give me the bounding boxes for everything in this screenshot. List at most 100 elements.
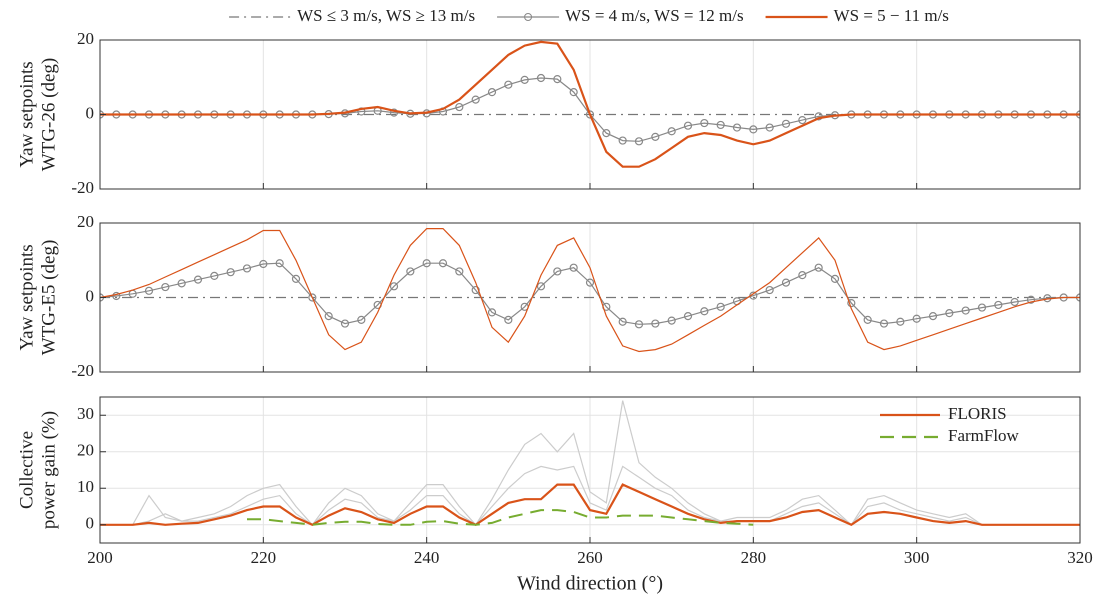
series-marker [585,278,595,287]
series-marker [487,88,497,97]
legend-label: FLORIS [948,404,1007,423]
x-tick-label: 320 [1067,548,1093,567]
series-marker [683,312,693,321]
series-marker [455,102,464,112]
series-marker [765,285,774,295]
series-marker [504,80,513,89]
legend-label: FarmFlow [948,426,1020,445]
y-axis-label: WTG-E5 (deg) [38,240,59,356]
series-marker [765,123,774,132]
series-marker [1026,295,1036,304]
series-marker [340,319,350,328]
series-line [100,262,1080,325]
series-marker [536,73,546,83]
series-marker [389,282,399,291]
series-marker [716,120,725,130]
panel [100,397,1080,543]
series-line [100,465,1080,526]
series-marker [700,307,709,316]
series-marker [651,132,660,141]
series-marker [781,278,791,287]
y-axis-label: power gain (%) [38,411,59,529]
series-marker [651,319,660,328]
series-marker [732,123,742,132]
y-tick-label: 10 [77,477,94,496]
series-marker [961,306,970,315]
series-line [100,400,1080,526]
y-tick-label: 30 [77,404,94,423]
x-axis-label: Wind direction (°) [517,573,663,595]
x-tick-label: 200 [87,548,113,567]
series-marker [210,271,219,280]
series-marker [798,115,807,125]
axes-frame [99,222,1081,373]
series-marker [422,259,431,268]
series-marker [749,125,758,134]
series-marker [357,315,366,324]
series-marker [830,274,840,283]
series-marker [389,108,399,117]
series-marker [406,267,415,276]
series-marker [912,314,921,323]
y-tick-label: -20 [71,361,94,380]
series-marker [536,282,546,291]
series-marker [667,316,676,325]
series-marker [863,315,872,324]
legend-label: WS = 4 m/s, WS = 12 m/s [565,6,744,25]
legend-marker [524,13,533,21]
series-marker [798,271,807,280]
y-axis-label: Yaw setpoints [16,61,37,167]
series-marker [553,267,562,276]
x-tick-label: 240 [414,548,440,567]
series-marker [585,110,595,119]
series-marker [275,259,284,268]
axes-frame [99,396,1081,544]
series-marker [569,88,578,97]
axes-frame [99,39,1081,190]
series-marker [618,136,627,145]
series-marker [569,263,578,272]
y-tick-label: 20 [77,441,94,460]
y-tick-label: -20 [71,178,94,197]
series-line [100,40,1080,168]
series-marker [618,317,627,326]
y-tick-label: 0 [86,514,95,533]
series-marker [634,137,644,146]
series-marker [308,293,317,302]
series-marker [471,285,480,295]
y-axis-label: WTG-26 (deg) [38,58,59,171]
series-line [100,483,1080,527]
series-marker [896,317,905,326]
x-tick-label: 220 [251,548,277,567]
series-marker [144,286,154,295]
panel [100,223,1080,372]
series-marker [438,259,448,268]
series-marker [193,275,203,284]
legend-label: WS = 5 − 11 m/s [834,6,949,25]
series-marker [945,309,954,318]
series-marker [716,302,725,311]
series-marker [161,282,170,292]
legend-label: WS ≤ 3 m/s, WS ≥ 13 m/s [297,6,475,25]
series-marker [324,312,333,321]
panel [100,40,1080,189]
x-tick-label: 300 [904,548,930,567]
x-tick-label: 260 [577,548,603,567]
series-marker [1010,297,1019,307]
series-marker [553,75,562,84]
series-marker [994,300,1003,310]
series-marker [259,259,268,269]
series-marker [928,312,938,321]
series-marker [667,127,676,136]
series-line [100,228,1080,353]
series-marker [700,118,709,128]
series-marker [683,121,693,130]
y-axis-label: Collective [16,431,37,509]
series-marker [177,279,186,288]
series-marker [455,267,464,276]
series-marker [847,298,856,308]
series-marker [814,263,823,272]
y-axis-label: Yaw setpoints [16,244,37,350]
